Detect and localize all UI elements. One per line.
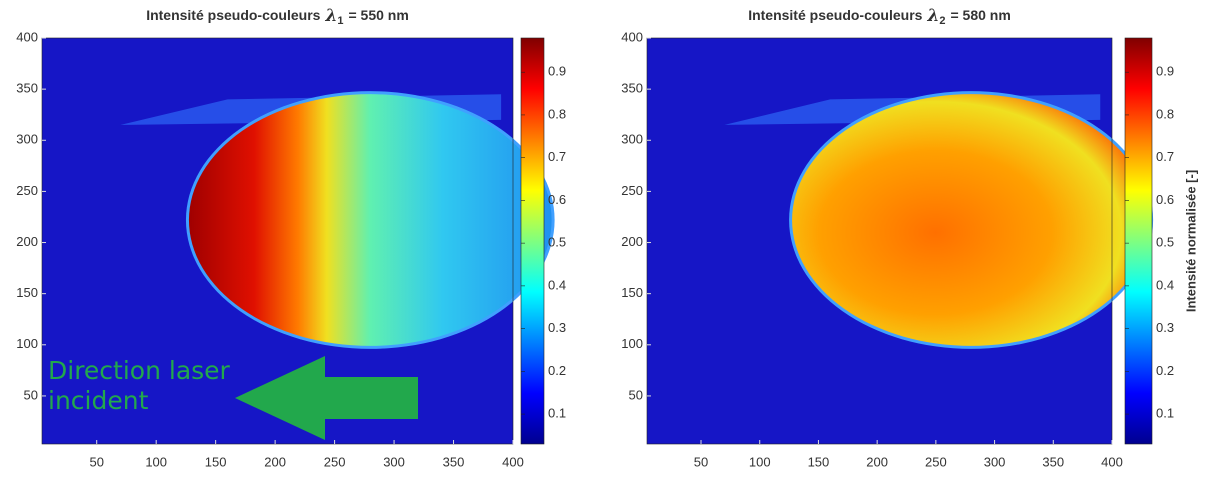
colorbar-label: Intensité normalisée [-] xyxy=(1183,170,1198,312)
y-tick-label: 400 xyxy=(16,29,38,44)
y-tick-label: 50 xyxy=(629,387,643,402)
arrow xyxy=(235,356,418,440)
y-tick-label: 250 xyxy=(16,183,38,198)
title-text: Intensité pseudo-couleurs xyxy=(748,7,922,23)
colorbar xyxy=(520,37,545,445)
title-rest: = 550 nm xyxy=(348,7,408,23)
colorbar-tick-label: 0.6 xyxy=(548,192,566,207)
y-tick-label: 300 xyxy=(621,132,643,147)
heatmap-spot xyxy=(792,94,1151,346)
x-tick-label: 400 xyxy=(502,454,524,469)
y-tick-label: 50 xyxy=(24,387,38,402)
y-tick-label: 150 xyxy=(16,285,38,300)
colorbar-tick-label: 0.3 xyxy=(548,320,566,335)
chart-title: Intensité pseudo-couleurs λ1 = 550 nm xyxy=(146,6,409,27)
y-tick-label: 100 xyxy=(621,336,643,351)
colorbar-tick-label: 0.9 xyxy=(548,64,566,79)
chart-title: Intensité pseudo-couleurs λ2 = 580 nm xyxy=(748,6,1011,27)
x-tick-label: 300 xyxy=(984,454,1006,469)
annotation: Direction laser incident xyxy=(48,356,230,415)
title-symbol: λ xyxy=(926,6,939,26)
title-rest: = 580 nm xyxy=(950,7,1010,23)
y-tick-label: 350 xyxy=(16,81,38,96)
y-tick-label: 400 xyxy=(621,29,643,44)
annotation-box: Direction laser incident xyxy=(48,356,230,415)
colorbar-tick-label: 0.7 xyxy=(1156,149,1174,164)
colorbar-tick-label: 0.1 xyxy=(548,406,566,421)
colorbar-tick-label: 0.6 xyxy=(1156,192,1174,207)
y-tick-label: 200 xyxy=(16,234,38,249)
x-tick-label: 50 xyxy=(89,454,103,469)
colorbar-tick-label: 0.4 xyxy=(1156,277,1174,292)
y-tick-label: 350 xyxy=(621,81,643,96)
colorbar-tick-label: 0.8 xyxy=(548,106,566,121)
colorbar-tick-label: 0.7 xyxy=(548,149,566,164)
colorbar-tick-label: 0.1 xyxy=(1156,406,1174,421)
title-text: Intensité pseudo-couleurs xyxy=(146,7,320,23)
title-symbol: λ xyxy=(324,6,337,26)
x-tick-label: 350 xyxy=(443,454,465,469)
colorbar-tick-label: 0.3 xyxy=(1156,320,1174,335)
title-subscript: 2 xyxy=(939,15,945,27)
x-tick-label: 300 xyxy=(383,454,405,469)
x-tick-label: 250 xyxy=(324,454,346,469)
colorbar-tick-label: 0.8 xyxy=(1156,106,1174,121)
axes-frame xyxy=(646,37,1113,445)
colorbar-tick-label: 0.2 xyxy=(1156,363,1174,378)
y-tick-label: 300 xyxy=(16,132,38,147)
y-tick-label: 200 xyxy=(621,234,643,249)
y-tick-label: 150 xyxy=(621,285,643,300)
y-tick-label: 100 xyxy=(16,336,38,351)
colorbar-tick-label: 0.5 xyxy=(1156,235,1174,250)
colorbar-tick-label: 0.4 xyxy=(548,277,566,292)
colorbar-tick-label: 0.9 xyxy=(1156,64,1174,79)
title-subscript: 1 xyxy=(337,15,343,27)
x-tick-label: 350 xyxy=(1042,454,1064,469)
colorbar-tick-label: 0.2 xyxy=(548,363,566,378)
heatmap-spot xyxy=(188,94,552,346)
x-tick-label: 250 xyxy=(925,454,947,469)
x-tick-label: 100 xyxy=(145,454,167,469)
x-tick-label: 150 xyxy=(205,454,227,469)
x-tick-label: 100 xyxy=(749,454,771,469)
x-tick-label: 200 xyxy=(866,454,888,469)
colorbar xyxy=(1124,37,1153,445)
y-tick-label: 250 xyxy=(621,183,643,198)
colorbar-tick-label: 0.5 xyxy=(548,235,566,250)
x-tick-label: 400 xyxy=(1101,454,1123,469)
x-tick-label: 150 xyxy=(808,454,830,469)
x-tick-label: 50 xyxy=(694,454,708,469)
x-tick-label: 200 xyxy=(264,454,286,469)
axes-frame xyxy=(41,37,514,445)
